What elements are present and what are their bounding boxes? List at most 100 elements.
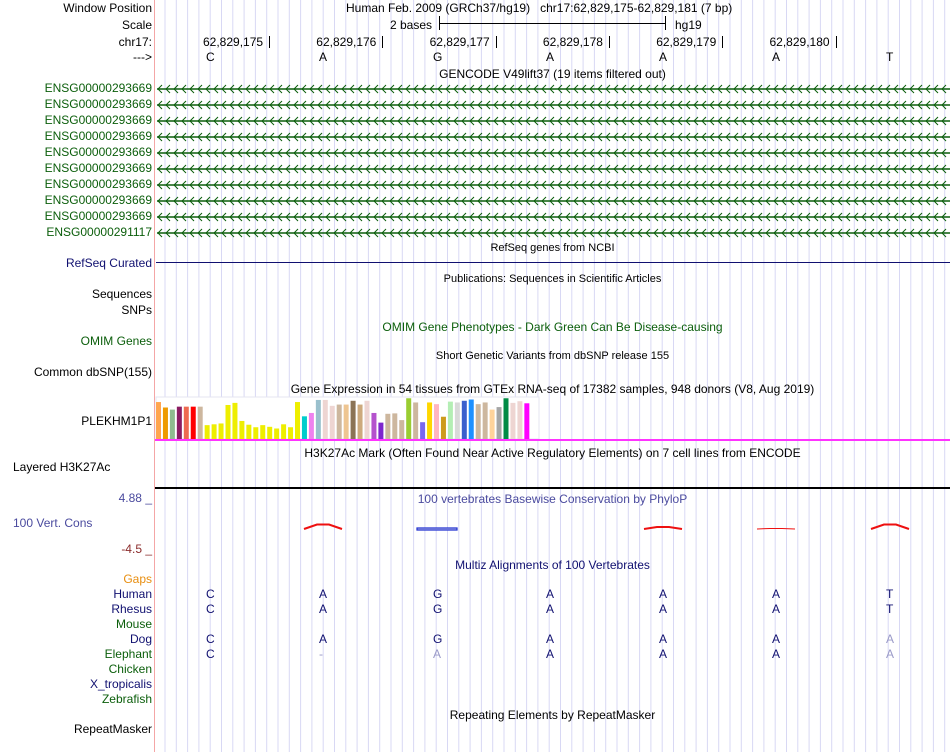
gtex-tissue-bar[interactable] [420,422,426,439]
gtex-gene-label[interactable]: PLEKHM1P1 [81,414,152,428]
gtex-tissue-bar[interactable] [371,412,377,439]
gtex-tissue-bar[interactable] [211,424,217,439]
phylop-score-mark[interactable] [416,527,458,531]
gtex-tissue-bar[interactable] [496,407,502,439]
gtex-tissue-bar[interactable] [434,404,439,439]
gtex-tissue-bar[interactable] [475,404,481,439]
gencode-gene-feature[interactable] [155,114,950,128]
gtex-tissue-bar[interactable] [392,413,398,439]
window-position-label[interactable]: Window Position [63,1,152,15]
gtex-tissue-bar[interactable] [329,405,335,439]
publications-sequences-label[interactable]: Sequences [91,287,152,301]
gtex-tissue-bar[interactable] [413,402,419,439]
gtex-tissue-bar[interactable] [169,409,175,439]
gtex-tissue-bar[interactable] [232,402,238,439]
gtex-tissue-bar[interactable] [489,409,495,439]
gtex-tissue-bar[interactable] [183,406,189,439]
phylop-label[interactable]: 100 Vert. Cons [13,516,93,530]
publications-snps-label[interactable]: SNPs [121,303,152,317]
gtex-tissue-bar[interactable] [461,400,467,439]
repeatmasker-label[interactable]: RepeatMasker [73,722,152,736]
gtex-tissue-bar[interactable] [253,427,259,439]
gtex-tissue-bar[interactable] [385,413,391,439]
gtex-tissue-bar[interactable] [204,425,210,439]
gtex-tissue-bar[interactable] [378,422,384,439]
gtex-tissue-bar[interactable] [468,399,474,439]
dbsnp-label[interactable]: Common dbSNP(155) [33,365,152,379]
gtex-tissue-bar[interactable] [336,404,342,439]
gtex-tissue-bar[interactable] [281,424,287,439]
gtex-tissue-bar[interactable] [315,399,321,439]
gtex-tissue-bar[interactable] [274,428,280,440]
phylop-score-mark[interactable] [303,523,343,530]
gtex-tissue-bar[interactable] [288,427,294,439]
gencode-gene-label[interactable]: ENSG00000293669 [44,161,152,175]
gencode-gene-label[interactable]: ENSG00000293669 [44,97,152,111]
gencode-gene-label[interactable]: ENSG00000293669 [44,81,152,95]
refseq-curated-label[interactable]: RefSeq Curated [65,256,152,270]
phylop-plot[interactable] [155,500,950,550]
gtex-tissue-bar[interactable] [517,401,523,439]
strand-label[interactable]: ---> [133,50,152,64]
gencode-gene-feature[interactable] [155,226,950,240]
gtex-tissue-bar[interactable] [218,423,224,439]
gtex-tissue-bar[interactable] [447,401,453,439]
gencode-gene-feature[interactable] [155,98,950,112]
phylop-score-mark[interactable] [870,523,910,530]
gencode-gene-label[interactable]: ENSG00000293669 [44,209,152,223]
gencode-gene-feature[interactable] [155,162,950,176]
gencode-gene-label[interactable]: ENSG00000293669 [44,177,152,191]
gtex-tissue-bar[interactable] [301,416,307,439]
phylop-score-mark[interactable] [756,528,796,530]
gencode-gene-label[interactable]: ENSG00000293669 [44,145,152,159]
gtex-tissue-bar[interactable] [267,426,273,439]
gtex-tissue-bar[interactable] [295,402,300,439]
gtex-tissue-bar[interactable] [260,425,266,439]
gtex-tissue-bar[interactable] [510,402,516,439]
multiz-species-label[interactable]: Chicken [108,662,152,676]
multiz-species-label[interactable]: Zebrafish [101,692,152,706]
gtex-tissue-bar[interactable] [482,402,488,439]
gencode-gene-feature[interactable] [155,194,950,208]
multiz-gaps-label[interactable]: Gaps [123,572,152,586]
multiz-species-label[interactable]: Rhesus [111,602,152,616]
gtex-tissue-bar[interactable] [176,406,182,439]
gtex-tissue-bar[interactable] [190,406,196,439]
gtex-tissue-bar[interactable] [364,400,370,439]
gencode-gene-feature[interactable] [155,210,950,224]
gencode-gene-feature[interactable] [155,130,950,144]
gtex-tissue-bar[interactable] [524,403,530,439]
gtex-tissue-bar[interactable] [156,402,161,439]
gtex-tissue-bar[interactable] [162,407,168,440]
multiz-species-label[interactable]: Elephant [104,647,152,661]
omim-genes-label[interactable]: OMIM Genes [80,334,152,348]
multiz-species-label[interactable]: Human [113,587,152,601]
phylop-score-mark[interactable] [643,526,683,530]
gtex-tissue-bar[interactable] [239,420,245,439]
gtex-tissue-bar[interactable] [454,402,460,439]
gencode-gene-label[interactable]: ENSG00000291117 [46,225,152,239]
gencode-gene-label[interactable]: ENSG00000293669 [44,193,152,207]
gencode-gene-label[interactable]: ENSG00000293669 [44,113,152,127]
multiz-species-label[interactable]: X_tropicalis [89,677,152,691]
gtex-tissue-bar[interactable] [357,404,363,439]
h3k27ac-label[interactable]: Layered H3K27Ac [13,460,111,474]
gtex-bar-chart[interactable] [155,396,555,440]
multiz-species-label[interactable]: Mouse [115,617,152,631]
gencode-gene-label[interactable]: ENSG00000293669 [44,129,152,143]
gtex-tissue-bar[interactable] [343,404,349,439]
gtex-tissue-bar[interactable] [440,416,446,439]
gencode-gene-feature[interactable] [155,146,950,160]
gencode-gene-feature[interactable] [155,82,950,96]
gtex-tissue-bar[interactable] [406,398,412,439]
gtex-tissue-bar[interactable] [350,400,356,439]
gtex-tissue-bar[interactable] [503,398,509,439]
refseq-gene-line[interactable] [156,262,950,263]
gtex-tissue-bar[interactable] [225,404,231,439]
gtex-tissue-bar[interactable] [427,402,433,439]
gtex-tissue-bar[interactable] [399,420,405,439]
gtex-tissue-bar[interactable] [197,406,203,439]
gencode-gene-feature[interactable] [155,178,950,192]
gtex-tissue-bar[interactable] [246,424,252,439]
gtex-tissue-bar[interactable] [308,412,314,439]
